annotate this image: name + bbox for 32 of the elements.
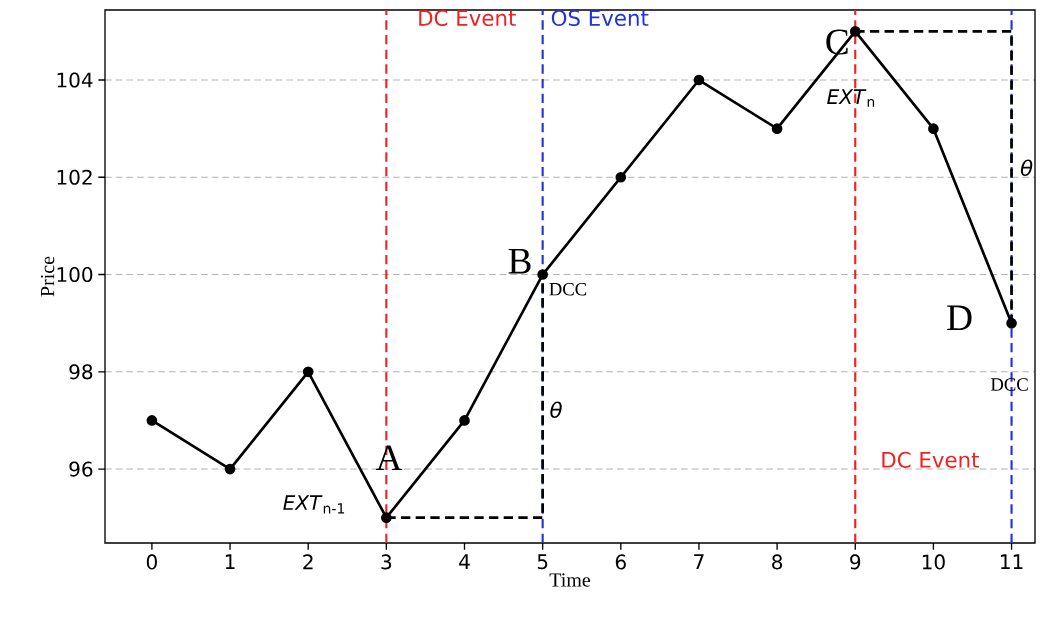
x-tick-label: 1 (225, 554, 235, 569)
annotation: OS Event (551, 9, 649, 27)
x-tick-label: 2 (303, 554, 313, 570)
x-tick-label: 8 (772, 554, 783, 570)
annotation: D (947, 305, 972, 331)
annotation: EXT$_{n-1}$ (283, 495, 345, 514)
y-tick-label: 96 (69, 461, 93, 477)
annotation: C (826, 29, 848, 55)
annotation: DCC (549, 282, 587, 296)
y-tick-label: 98 (69, 364, 93, 380)
annotation: θ (550, 401, 562, 419)
y-tick-label: 104 (57, 72, 93, 88)
x-tick-label: 5 (537, 554, 548, 570)
x-tick-label: 9 (850, 554, 861, 570)
y-tick-label: 100 (57, 266, 93, 283)
x-tick-label: 10 (922, 554, 945, 570)
annotation: DCC (990, 378, 1028, 391)
x-tick-label: 11 (1001, 554, 1023, 569)
x-tick-label: 7 (694, 554, 704, 569)
x-tick-label: 3 (381, 554, 392, 570)
x-tick-label: 4 (459, 554, 470, 569)
annotation: θ (1020, 159, 1033, 177)
y-tick-label: 102 (57, 169, 92, 185)
annotation: B (508, 248, 531, 274)
x-axis-title: Time (549, 573, 591, 587)
x-tick-label: 0 (146, 554, 157, 570)
annotation: DC Event (419, 9, 516, 27)
annotation: DC Event (882, 451, 979, 468)
x-tick-label: 6 (615, 554, 626, 570)
y-axis-title: Price (40, 256, 55, 297)
annotation: A (375, 445, 403, 471)
annotation: EXT$_{n}$ (827, 89, 875, 107)
